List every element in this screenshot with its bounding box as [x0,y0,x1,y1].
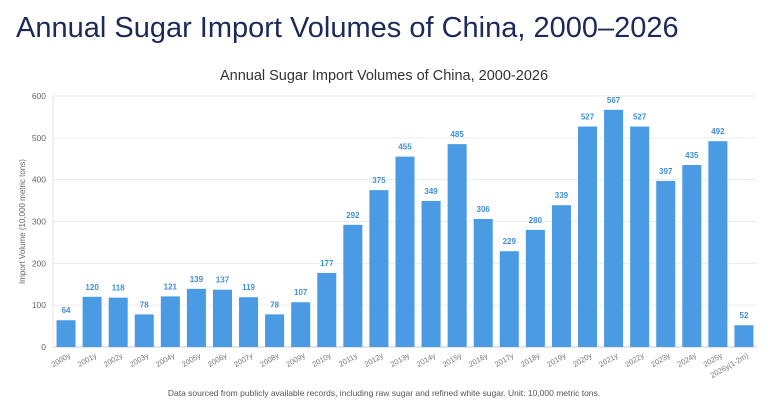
data-label: 567 [607,96,621,105]
bar [551,205,571,347]
y-tick-label: 200 [32,258,46,268]
y-tick-label: 500 [32,133,46,143]
chart-footnote: Data sourced from publicly available rec… [167,388,601,398]
data-label: 306 [477,205,491,214]
data-label: 121 [164,282,178,291]
x-tick-label: 2007y [232,351,254,369]
x-tick-label: 2004y [154,351,176,369]
bar [499,251,519,347]
data-label: 139 [190,275,204,284]
bar [291,302,311,347]
data-label: 280 [529,216,543,225]
bar [708,141,728,347]
data-label: 137 [216,276,230,285]
data-label: 397 [659,167,673,176]
x-tick-label: 2013y [389,351,411,369]
data-label: 52 [740,311,749,320]
x-tick-label: 2012y [363,351,385,369]
bar [186,288,206,347]
bar [134,314,154,347]
data-label: 527 [633,113,647,122]
bar [578,126,598,347]
data-label: 435 [685,151,699,160]
data-label: 292 [346,211,360,220]
bar [525,229,545,347]
x-tick-label: 2001y [76,351,98,369]
bar [108,297,128,347]
bar [421,201,441,347]
data-label: 64 [62,306,71,315]
x-tick-label: 2003y [128,351,150,369]
x-tick-label: 2019y [545,351,567,369]
data-label: 119 [242,283,255,292]
x-tick-label: 2011y [337,351,359,369]
x-tick-label: 2006y [206,351,228,369]
bar [395,156,415,347]
bar [82,296,102,347]
x-tick-label: 2024y [676,351,698,369]
data-label: 375 [372,176,386,185]
bar [473,218,493,347]
data-label: 229 [503,237,517,246]
page-heading: Annual Sugar Import Volumes of China, 20… [16,12,679,44]
bar [317,272,337,347]
bar [239,297,259,347]
bar [160,296,180,347]
data-label: 107 [294,288,308,297]
data-label: 492 [711,127,725,136]
y-axis-label: Import Volume (10,000 metric tons) [18,159,27,284]
data-label: 120 [85,283,99,292]
x-tick-label: 2016y [467,351,489,369]
bar [447,144,467,347]
x-tick-label: 2015y [441,351,463,369]
x-tick-label: 2000y [50,351,72,369]
chart-title: Annual Sugar Import Volumes of China, 20… [220,68,548,84]
x-tick-label: 2014y [415,351,437,369]
data-label: 349 [424,187,438,196]
bar [212,289,232,347]
x-tick-label: 2008y [258,351,280,369]
y-tick-label: 300 [32,217,46,227]
y-tick-label: 600 [32,91,46,101]
x-tick-label: 2022y [623,351,645,369]
x-tick-label: 2023y [650,351,672,369]
data-label: 118 [112,284,125,293]
x-tick-label: 2020y [571,351,593,369]
y-tick-label: 0 [41,342,46,352]
x-tick-label: 2017y [493,351,515,369]
bar [265,314,285,347]
data-label: 78 [140,300,149,309]
data-label: 339 [555,191,569,200]
data-label: 177 [320,259,334,268]
x-tick-label: 2009y [285,351,307,369]
bar [343,224,363,347]
x-tick-label: 2010y [311,351,333,369]
data-label: 527 [581,113,595,122]
x-tick-label: 2021y [597,351,619,369]
bar [682,165,702,347]
data-label: 455 [398,143,412,152]
bar [369,190,389,347]
data-label: 485 [450,130,464,139]
bar [630,126,650,347]
y-tick-label: 400 [32,175,46,185]
bar [56,320,76,347]
bar [604,109,624,348]
bar [734,325,754,347]
y-tick-label: 100 [32,300,46,310]
bar [656,180,676,347]
x-tick-label: 2005y [180,351,202,369]
data-label: 78 [270,300,279,309]
x-tick-label: 2018y [519,351,541,369]
x-tick-label: 2002y [102,351,124,369]
